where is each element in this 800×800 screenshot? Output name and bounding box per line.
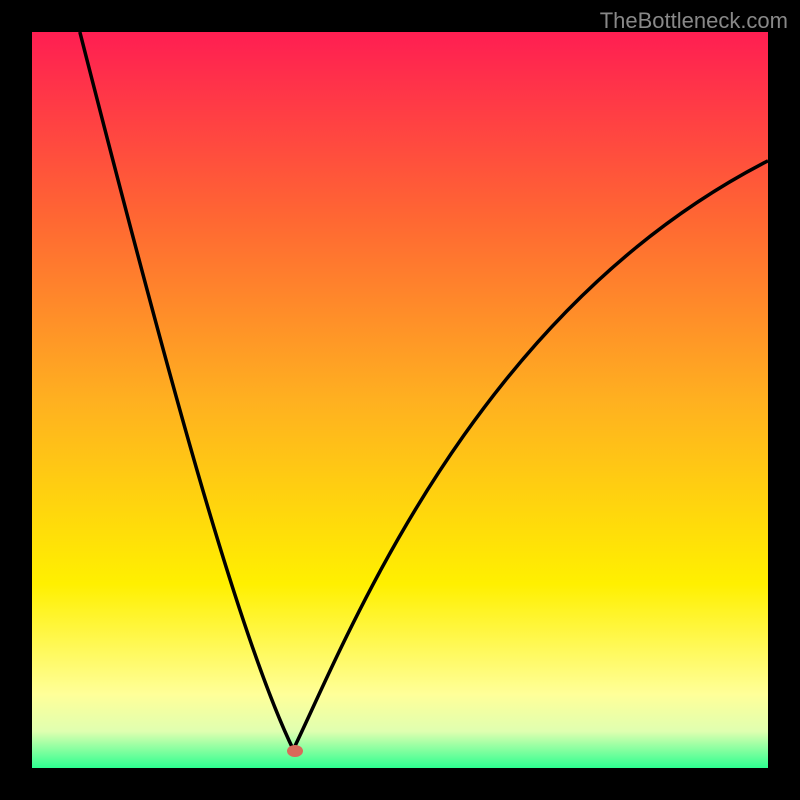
watermark-text: TheBottleneck.com bbox=[600, 8, 788, 34]
curve-path bbox=[80, 32, 768, 750]
bottleneck-curve bbox=[32, 32, 768, 768]
optimal-point-marker bbox=[287, 745, 303, 757]
plot-area bbox=[32, 32, 768, 768]
